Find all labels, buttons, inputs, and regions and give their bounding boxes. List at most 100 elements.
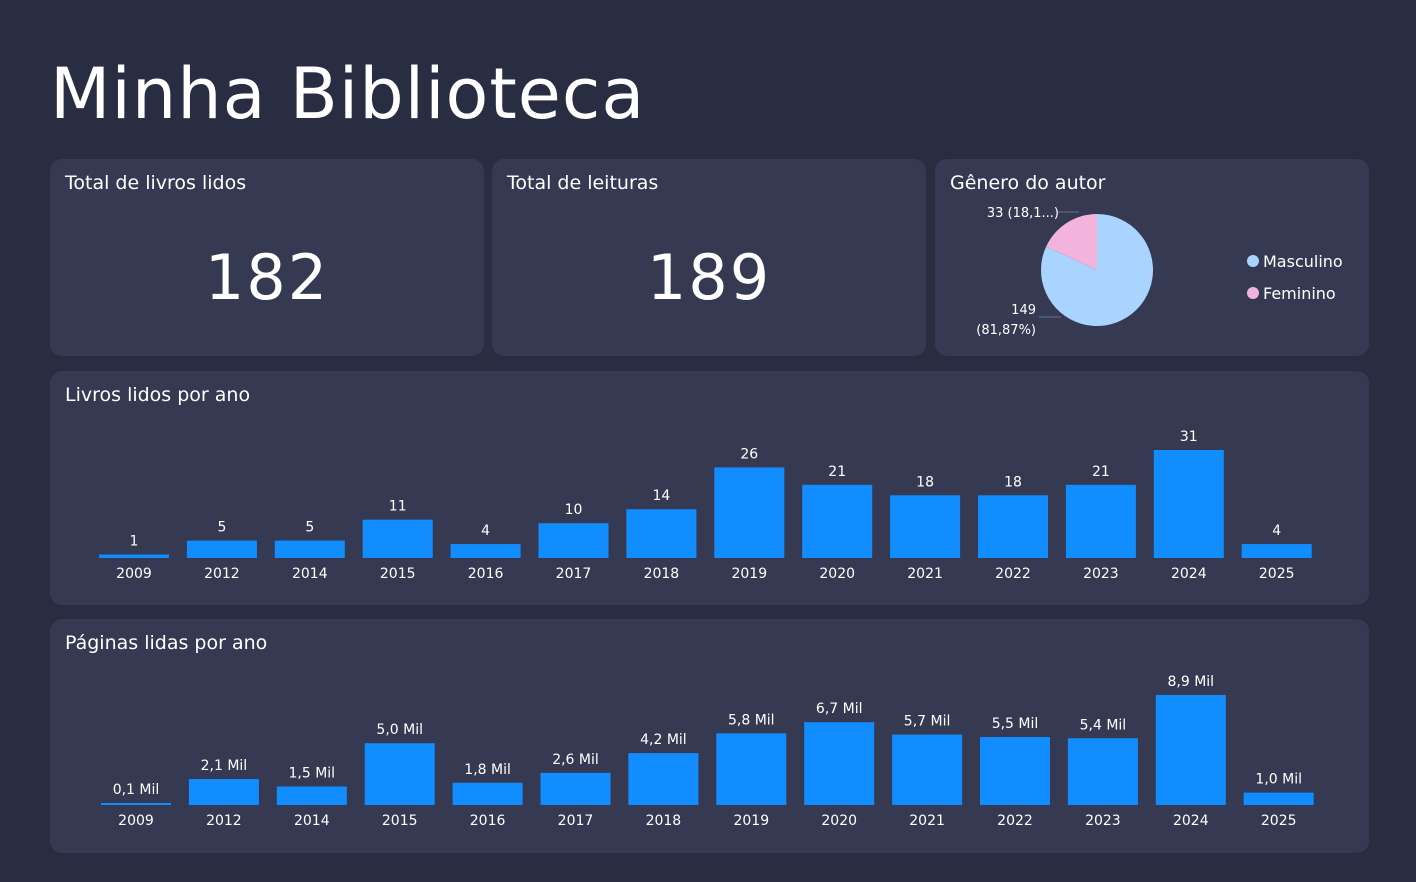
bar-2021[interactable] — [890, 495, 961, 558]
pages-bar-chart[interactable]: 0,1 Mil 2009 2,1 Mil 2012 1,5 Mil 2014 5,0 Mil… — [50, 619, 1369, 853]
chart-title: Páginas lidas por ano — [65, 632, 268, 654]
books-bar-chart[interactable]: 1 2009 5 2012 5 2014 11 2015 4 2016 10 2017 14 2018 26… — [50, 371, 1369, 605]
data-label-2020: 21 — [828, 464, 846, 480]
kpi-card-total-books[interactable]: Total de livros lidos 182 — [50, 159, 484, 356]
data-label-2012: 5 — [217, 520, 226, 536]
data-label-2022: 5,5 Mil — [992, 716, 1039, 732]
x-tick-label-2016: 2016 — [468, 566, 504, 582]
bar-2019[interactable] — [716, 733, 787, 805]
bar-2019[interactable] — [714, 467, 785, 558]
x-tick-label-2014: 2014 — [292, 566, 328, 582]
x-tick-label-2014: 2014 — [294, 813, 330, 829]
bar-2012[interactable] — [186, 540, 257, 558]
pie-label-masculino-value: 149 — [1011, 303, 1036, 318]
bar-2017[interactable] — [538, 523, 609, 558]
kpi-card-total-reads[interactable]: Total de leituras 189 — [492, 159, 926, 356]
bar-2016[interactable] — [452, 782, 523, 805]
x-tick-label-2015: 2015 — [380, 566, 416, 582]
x-tick-label-2017: 2017 — [556, 566, 592, 582]
kpi-title: Total de leituras — [507, 172, 659, 194]
x-tick-label-2017: 2017 — [558, 813, 594, 829]
x-tick-label-2021: 2021 — [909, 813, 945, 829]
data-label-2014: 1,5 Mil — [289, 765, 336, 781]
x-tick-label-2023: 2023 — [1085, 813, 1121, 829]
bar-2009[interactable] — [101, 803, 171, 805]
books-per-year-card[interactable]: Livros lidos por ano 1 2009 5 2012 5 2014 11 20… — [50, 371, 1369, 605]
bar-2015[interactable] — [362, 519, 433, 558]
data-label-2009: 0,1 Mil — [113, 782, 160, 798]
kpi-title: Total de livros lidos — [65, 172, 247, 194]
bar-2022[interactable] — [978, 495, 1048, 558]
bar-2016[interactable] — [450, 544, 521, 558]
data-label-2009: 1 — [130, 534, 139, 550]
legend-item-masculino[interactable]: Masculino — [1247, 245, 1343, 277]
legend: Masculino Feminino — [1247, 245, 1343, 309]
x-tick-label-2009: 2009 — [118, 813, 154, 829]
data-label-2016: 1,8 Mil — [464, 762, 511, 778]
pie-slice-feminino[interactable] — [1046, 214, 1097, 270]
data-label-2023: 21 — [1092, 464, 1110, 480]
bar-2014[interactable] — [276, 786, 347, 805]
data-label-2025: 1,0 Mil — [1255, 772, 1302, 788]
data-label-2022: 18 — [1004, 474, 1022, 490]
x-tick-label-2025: 2025 — [1261, 813, 1297, 829]
x-tick-label-2024: 2024 — [1173, 813, 1209, 829]
legend-item-feminino[interactable]: Feminino — [1247, 277, 1343, 309]
bar-2023[interactable] — [1067, 738, 1138, 805]
bar-2015[interactable] — [364, 743, 435, 805]
bar-2018[interactable] — [628, 753, 699, 805]
x-tick-label-2020: 2020 — [819, 566, 855, 582]
data-label-2024: 31 — [1180, 429, 1198, 445]
bar-2020[interactable] — [804, 722, 875, 805]
bar-2017[interactable] — [540, 772, 611, 805]
author-gender-card[interactable]: Gênero do autor 33 (18,1...) 149 (81,87%) … — [935, 159, 1369, 356]
bar-2024[interactable] — [1153, 450, 1224, 558]
bar-2021[interactable] — [892, 734, 963, 805]
pages-per-year-card[interactable]: Páginas lidas por ano 0,1 Mil 2009 2,1 Mil… — [50, 619, 1369, 853]
chart-title: Livros lidos por ano — [65, 384, 251, 406]
bar-2022[interactable] — [980, 737, 1050, 805]
data-label-2025: 4 — [1272, 523, 1281, 539]
x-tick-label-2012: 2012 — [204, 566, 240, 582]
x-tick-label-2024: 2024 — [1171, 566, 1207, 582]
bar-2018[interactable] — [626, 509, 697, 558]
bar-2025[interactable] — [1241, 544, 1312, 558]
pie-label-masculino-percent: (81,87%) — [976, 323, 1036, 338]
data-label-2023: 5,4 Mil — [1080, 717, 1127, 733]
pie-chart[interactable]: 33 (18,1...) 149 (81,87%) — [935, 159, 1369, 356]
kpi-value: 189 — [646, 241, 772, 314]
x-tick-label-2019: 2019 — [731, 566, 767, 582]
bar-2020[interactable] — [802, 484, 873, 558]
data-label-2018: 4,2 Mil — [640, 732, 687, 748]
data-label-2017: 10 — [565, 502, 583, 518]
x-tick-label-2022: 2022 — [997, 813, 1033, 829]
bar-2012[interactable] — [188, 779, 259, 805]
x-tick-label-2025: 2025 — [1259, 566, 1295, 582]
chart-title: Gênero do autor — [950, 172, 1106, 194]
page-title: Minha Biblioteca — [50, 53, 646, 135]
x-tick-label-2021: 2021 — [907, 566, 943, 582]
x-tick-label-2018: 2018 — [646, 813, 682, 829]
bar-2014[interactable] — [274, 540, 345, 558]
x-tick-label-2016: 2016 — [470, 813, 506, 829]
data-label-2021: 18 — [916, 474, 934, 490]
data-label-2012: 2,1 Mil — [201, 758, 248, 774]
data-label-2021: 5,7 Mil — [904, 714, 951, 730]
legend-dot-icon — [1247, 287, 1259, 299]
bar-2024[interactable] — [1155, 695, 1226, 805]
bar-2025[interactable] — [1243, 792, 1314, 805]
x-tick-label-2020: 2020 — [821, 813, 857, 829]
data-label-2014: 5 — [305, 520, 314, 536]
data-label-2018: 14 — [652, 488, 670, 504]
legend-label: Feminino — [1263, 283, 1336, 303]
data-label-2016: 4 — [481, 523, 490, 539]
data-label-2015: 11 — [389, 499, 407, 515]
data-label-2024: 8,9 Mil — [1168, 674, 1215, 690]
bar-2009[interactable] — [99, 554, 169, 558]
bar-2023[interactable] — [1065, 484, 1136, 558]
kpi-value: 182 — [204, 241, 330, 314]
pie-label-feminino: 33 (18,1...) — [987, 206, 1059, 221]
data-label-2019: 26 — [740, 446, 758, 462]
data-label-2020: 6,7 Mil — [816, 701, 863, 717]
x-tick-label-2022: 2022 — [995, 566, 1031, 582]
